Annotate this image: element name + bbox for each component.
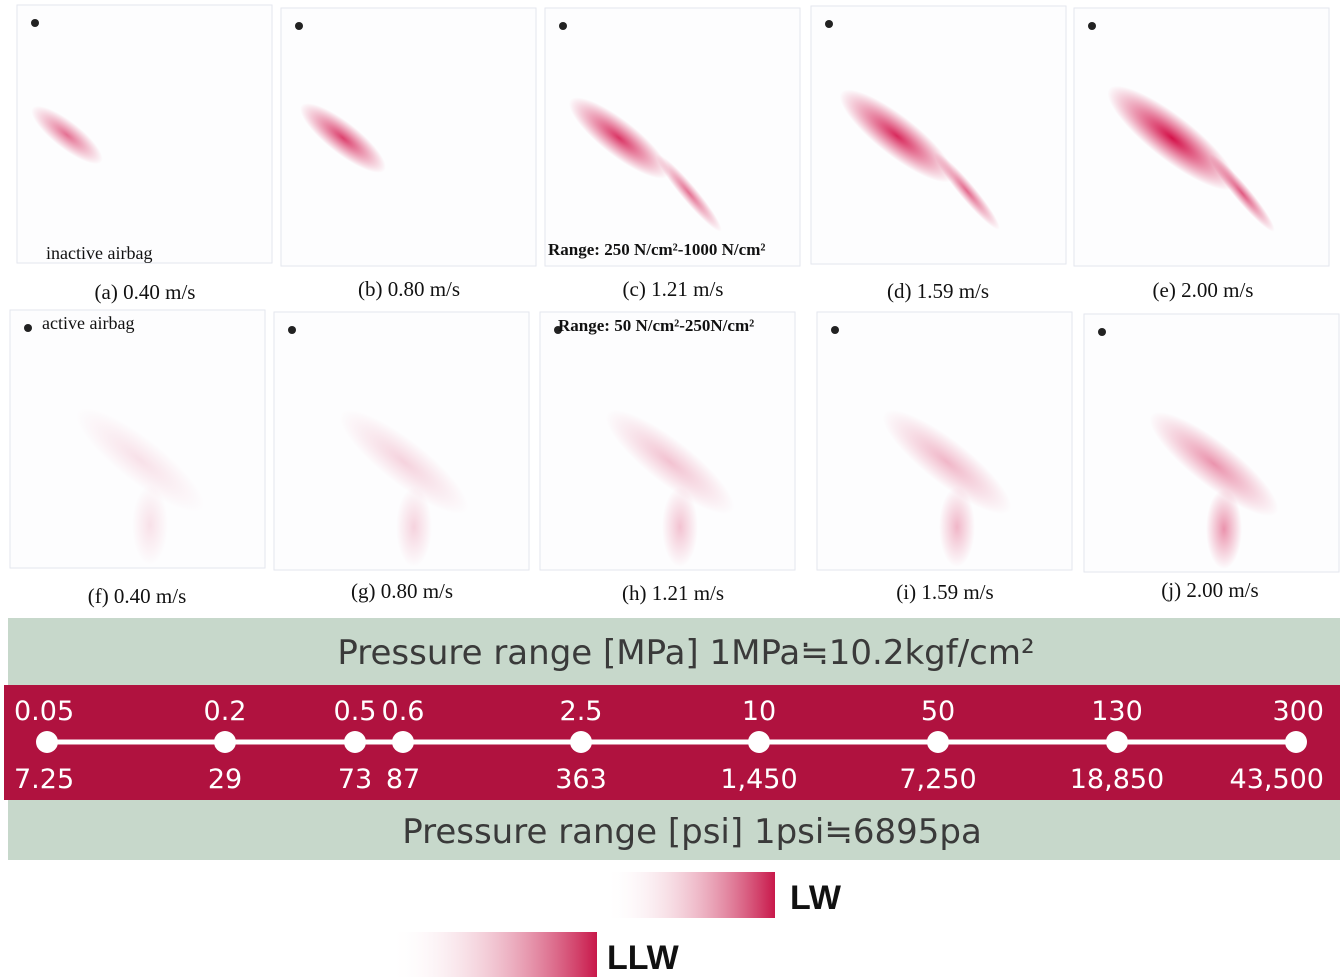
legend-swatch <box>390 932 597 977</box>
mpa-label: 0.05 <box>14 696 74 727</box>
mpa-label: 2.5 <box>560 696 603 727</box>
mpa-label: 0.6 <box>382 696 425 727</box>
film-panel <box>811 6 1066 264</box>
scale-point <box>344 731 366 753</box>
pressure-smear <box>662 487 698 567</box>
marker-dot <box>24 324 32 332</box>
scale-title: Pressure range [MPa] 1MPa≒10.2kgf/cm² <box>337 633 1034 673</box>
psi-label: 1,450 <box>720 764 797 795</box>
panel-caption: (h) 1.21 m/s <box>622 581 724 605</box>
panel-caption: (c) 1.21 m/s <box>623 277 724 301</box>
mpa-label: 130 <box>1091 696 1143 727</box>
annotation: active airbag <box>42 313 134 333</box>
scale-point <box>214 731 236 753</box>
legend-swatch <box>605 872 775 918</box>
legend-label: LW <box>790 879 842 917</box>
marker-dot <box>559 22 567 30</box>
panel-caption: (d) 1.59 m/s <box>887 279 989 303</box>
scale-point <box>392 731 414 753</box>
panel-caption: (f) 0.40 m/s <box>88 584 187 608</box>
panel-caption: (b) 0.80 m/s <box>358 277 460 301</box>
pressure-smear <box>396 487 432 567</box>
scale-point <box>570 731 592 753</box>
pressure-smear <box>1206 489 1242 569</box>
marker-dot <box>295 22 303 30</box>
marker-dot <box>1088 22 1096 30</box>
scale-point <box>748 731 770 753</box>
marker-dot <box>1098 328 1106 336</box>
panel-caption: (j) 2.00 m/s <box>1161 578 1258 602</box>
scale-point <box>36 731 58 753</box>
scale-point <box>1106 731 1128 753</box>
annotation: Range: 50 N/cm²-250N/cm² <box>558 316 754 335</box>
mpa-label: 10 <box>742 696 776 727</box>
panel-caption: (g) 0.80 m/s <box>351 579 453 603</box>
scale-title: Pressure range [psi] 1psi≒6895pa <box>402 812 982 852</box>
psi-label: 73 <box>338 764 372 795</box>
mpa-label: 0.5 <box>334 696 377 727</box>
panel-caption: (i) 1.59 m/s <box>896 580 993 604</box>
mpa-label: 50 <box>921 696 955 727</box>
annotation: inactive airbag <box>46 243 152 263</box>
psi-label: 29 <box>208 764 242 795</box>
psi-label: 87 <box>386 764 420 795</box>
marker-dot <box>288 326 296 334</box>
psi-label: 7,250 <box>899 764 976 795</box>
figure: (a) 0.40 m/s (b) 0.80 m/s (c) 1.21 m/s (d) … <box>0 0 1340 977</box>
psi-label: 7.25 <box>14 764 74 795</box>
scale-point <box>927 731 949 753</box>
panel-caption: (a) 0.40 m/s <box>95 280 196 304</box>
annotation: Range: 250 N/cm²-1000 N/cm² <box>548 240 765 259</box>
psi-label: 18,850 <box>1070 764 1164 795</box>
marker-dot <box>825 20 833 28</box>
mpa-label: 300 <box>1272 696 1324 727</box>
film-panel <box>545 8 800 266</box>
pressure-smear <box>939 487 975 567</box>
psi-label: 363 <box>555 764 607 795</box>
mpa-label: 0.2 <box>204 696 247 727</box>
psi-label: 43,500 <box>1230 764 1324 795</box>
marker-dot <box>31 19 39 27</box>
pressure-smear <box>132 485 168 565</box>
legend-label: LLW <box>607 939 680 977</box>
marker-dot <box>831 326 839 334</box>
panel-caption: (e) 2.00 m/s <box>1153 278 1254 302</box>
scale-point <box>1285 731 1307 753</box>
